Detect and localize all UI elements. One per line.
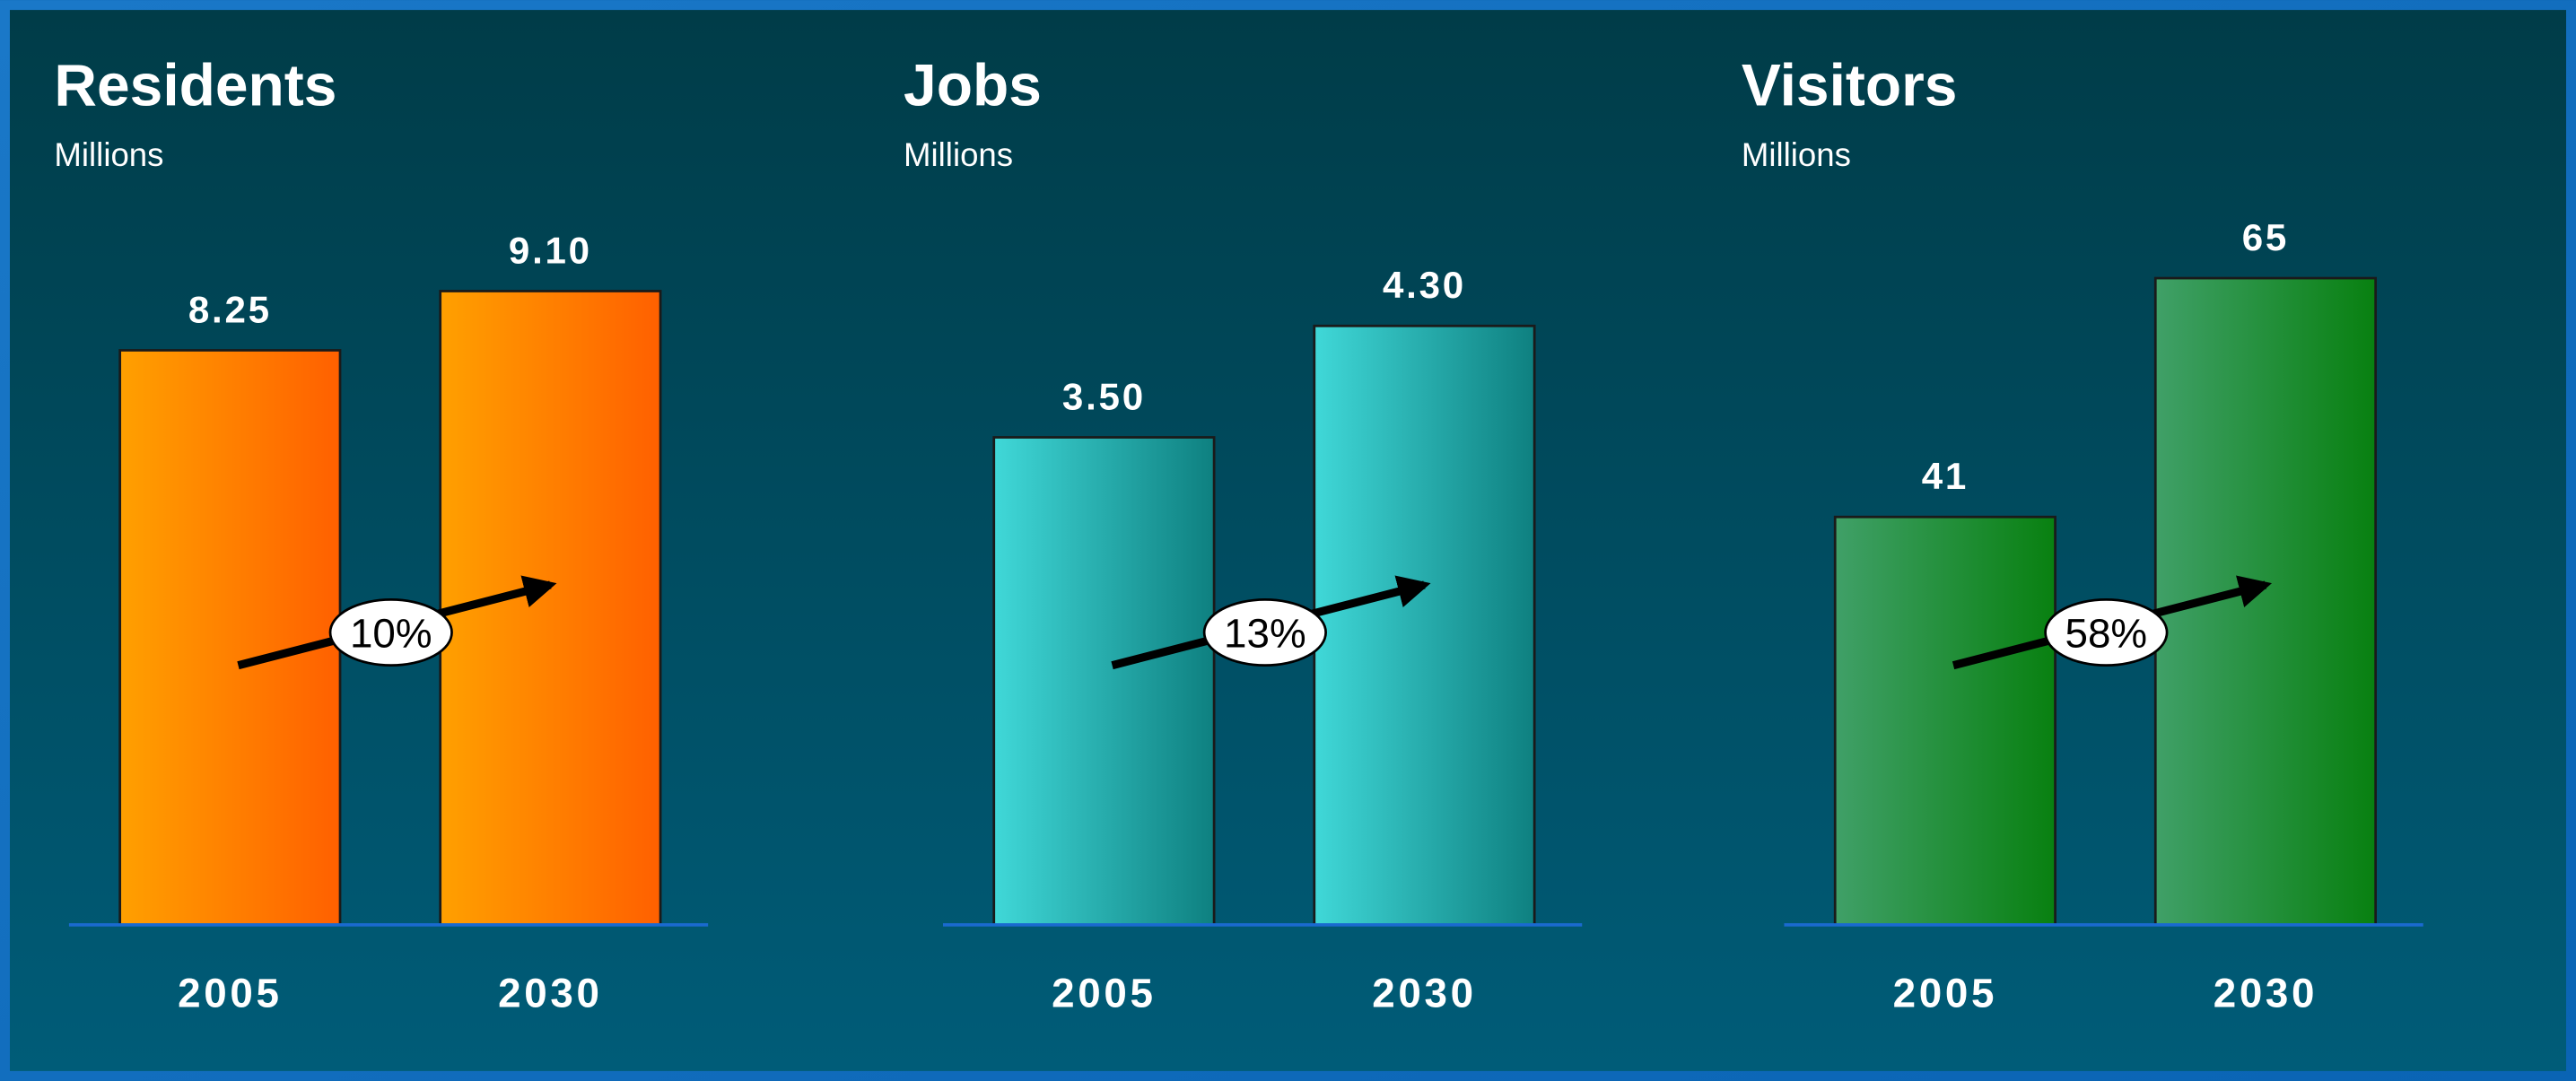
x-tick-label: 2005 <box>1052 971 1156 1016</box>
panel-title: Jobs <box>904 51 1042 118</box>
bar <box>118 349 342 927</box>
x-tick-label: 2005 <box>1893 971 1997 1016</box>
value-label: 3.50 <box>1062 375 1146 417</box>
growth-badge <box>328 598 453 667</box>
growth-label: 58% <box>2065 611 2148 657</box>
growth-label: 13% <box>1224 611 1306 657</box>
panel-subtitle: Millions <box>1742 136 1851 173</box>
panel-subtitle: Millions <box>54 136 163 173</box>
x-tick-label: 2005 <box>178 971 282 1016</box>
x-tick-label: 2030 <box>1372 971 1476 1016</box>
value-label: 65 <box>2242 216 2289 258</box>
growth-label: 10% <box>350 611 432 657</box>
panel-title: Residents <box>54 51 336 118</box>
bar <box>1833 515 2056 927</box>
background <box>9 10 2567 1071</box>
growth-badge <box>1202 598 1327 667</box>
growth-badge <box>2044 598 2169 667</box>
value-label: 9.10 <box>509 229 592 271</box>
x-tick-label: 2030 <box>498 971 602 1016</box>
value-label: 4.30 <box>1383 264 1466 306</box>
bar <box>992 436 1216 927</box>
panel-subtitle: Millions <box>904 136 1013 173</box>
panel-title: Visitors <box>1742 51 1958 118</box>
bar <box>1313 324 1536 927</box>
x-tick-label: 2030 <box>2214 971 2318 1016</box>
value-label: 8.25 <box>188 288 272 330</box>
value-label: 41 <box>1922 455 1969 497</box>
